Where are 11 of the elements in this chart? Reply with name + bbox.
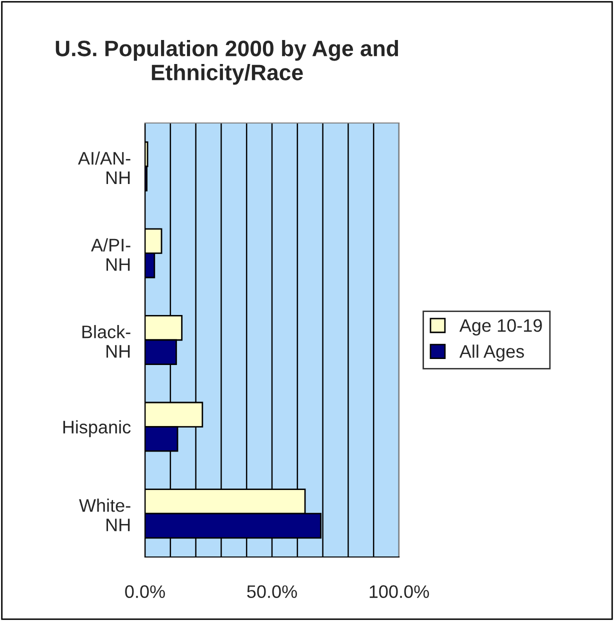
x-tick-label: 0.0% [125,585,165,598]
x-tick-label: 50.0% [247,585,297,598]
y-tick-label: AI/AN-NH [78,151,130,184]
y-tick-label: White-NH [79,498,130,532]
legend-label: All Ages [459,344,524,362]
y-tick-label: Black-NH [82,325,130,358]
x-tick-label: 100.0% [370,585,429,598]
y-tick-label: Hispanic [63,420,131,438]
legend-label: Age 10-19 [459,319,542,336]
chart-title: U.S. Population 2000 by Age and Ethnicity/Race [56,40,398,85]
y-tick-label: A/PI-NH [91,238,130,271]
